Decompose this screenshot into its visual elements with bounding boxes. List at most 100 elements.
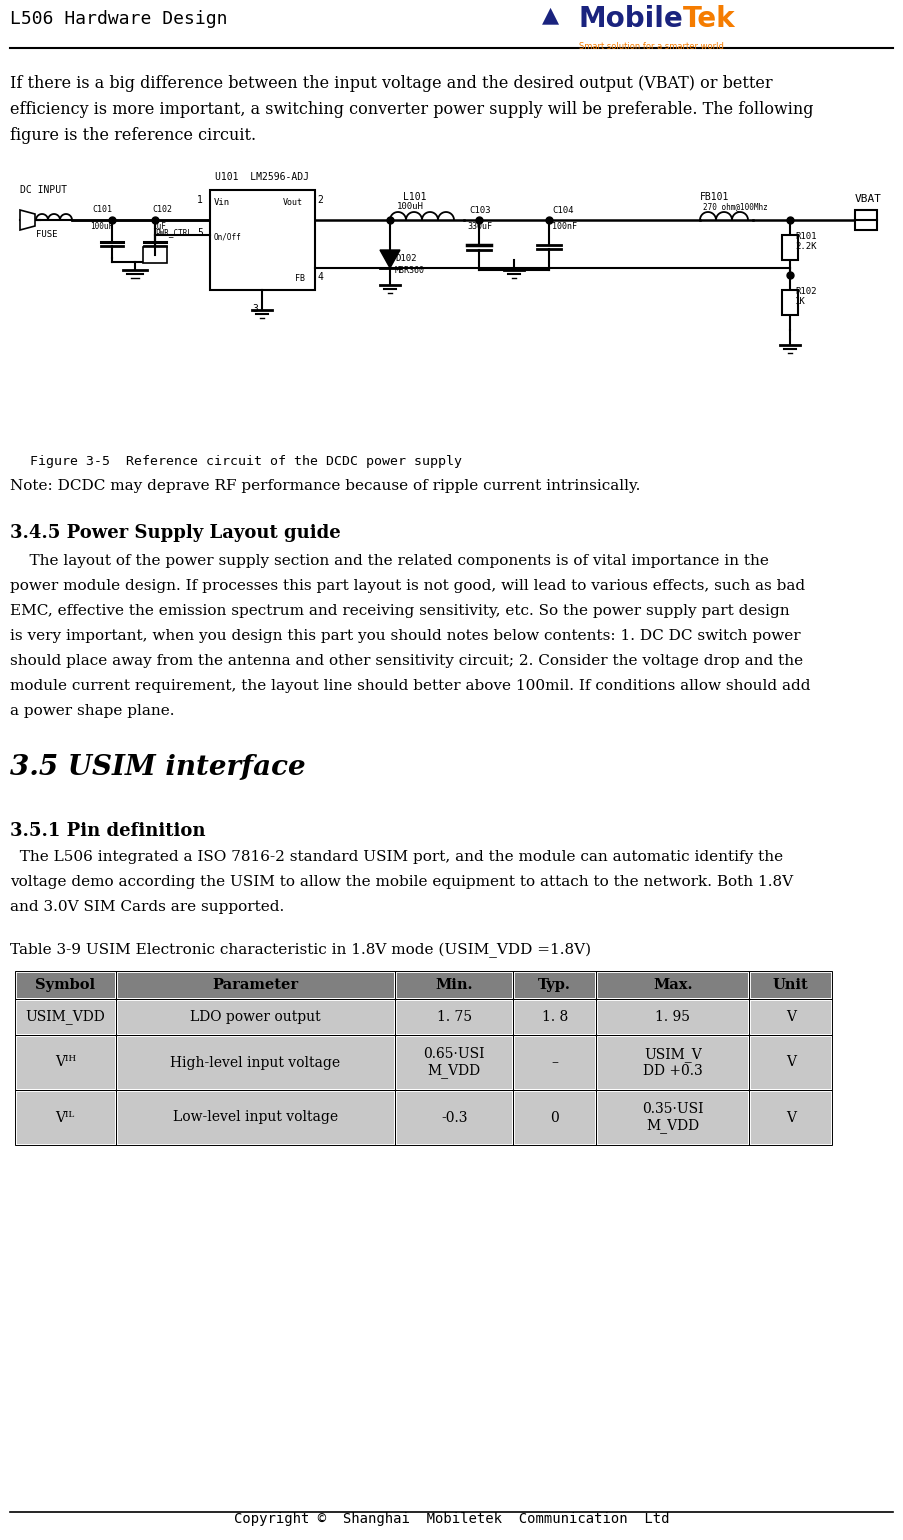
Bar: [781, 290, 797, 316]
Text: and 3.0V SIM Cards are supported.: and 3.0V SIM Cards are supported.: [10, 899, 284, 915]
Text: 0.65·USI
M_VDD: 0.65·USI M_VDD: [423, 1047, 484, 1078]
Bar: [513, 999, 596, 1035]
Text: L506 Hardware Design: L506 Hardware Design: [10, 9, 228, 28]
Text: If there is a big difference between the input voltage and the desired output (V: If there is a big difference between the…: [10, 75, 772, 92]
Bar: [116, 999, 395, 1035]
Text: 2: 2: [317, 196, 322, 205]
Text: Vin: Vin: [214, 199, 230, 206]
Text: should place away from the antenna and other sensitivity circuit; 2. Consider th: should place away from the antenna and o…: [10, 654, 802, 668]
Text: FB: FB: [294, 274, 304, 283]
Bar: [116, 972, 395, 999]
Bar: [596, 1035, 749, 1090]
Text: efficiency is more important, a switching converter power supply will be prefera: efficiency is more important, a switchin…: [10, 102, 813, 119]
Text: 3.5.1 Pin definition: 3.5.1 Pin definition: [10, 822, 205, 839]
Text: The layout of the power supply section and the related components is of vital im: The layout of the power supply section a…: [10, 554, 768, 568]
Bar: [116, 999, 395, 1035]
Text: Smart solution for a smarter world: Smart solution for a smarter world: [578, 42, 722, 51]
Text: V: V: [785, 1010, 795, 1024]
Bar: [513, 999, 596, 1035]
Bar: [513, 1035, 596, 1090]
Bar: [781, 236, 797, 260]
Text: 1K: 1K: [794, 297, 805, 306]
Bar: [116, 1035, 395, 1090]
Text: module current requirement, the layout line should better above 100mil. If condi: module current requirement, the layout l…: [10, 679, 810, 693]
Bar: [395, 972, 513, 999]
Bar: [116, 1035, 395, 1090]
Bar: [15, 1035, 116, 1090]
Text: –: –: [551, 1055, 557, 1069]
Bar: [15, 999, 116, 1035]
Text: C104: C104: [552, 206, 573, 216]
Text: 270 ohm@100Mhz: 270 ohm@100Mhz: [703, 202, 767, 211]
Text: Unit: Unit: [772, 978, 807, 992]
Text: 330uF: 330uF: [467, 222, 491, 231]
Text: Figure 3‑5  Reference circuit of the DCDC power supply: Figure 3‑5 Reference circuit of the DCDC…: [30, 454, 461, 468]
Bar: [143, 246, 167, 263]
Text: Min.: Min.: [435, 978, 472, 992]
Bar: [395, 1035, 513, 1090]
Text: 1. 8: 1. 8: [541, 1010, 567, 1024]
Bar: [749, 1090, 832, 1146]
Text: LDO power output: LDO power output: [190, 1010, 321, 1024]
Text: Typ.: Typ.: [537, 978, 571, 992]
Bar: [513, 1090, 596, 1146]
Bar: [395, 999, 513, 1035]
Text: 3: 3: [252, 303, 257, 314]
Bar: [596, 1090, 749, 1146]
Bar: [749, 972, 832, 999]
Text: U101  LM2596-ADJ: U101 LM2596-ADJ: [215, 172, 309, 182]
Bar: [513, 972, 596, 999]
Text: -0.3: -0.3: [441, 1110, 467, 1124]
Text: C102: C102: [152, 205, 172, 214]
Text: Vᴵᴴ: Vᴵᴴ: [55, 1055, 76, 1069]
Bar: [209, 189, 314, 290]
Text: VBAT: VBAT: [854, 194, 881, 203]
Text: PWR_CTRL: PWR_CTRL: [154, 228, 191, 237]
Text: Tek: Tek: [682, 5, 734, 32]
Bar: [854, 209, 876, 229]
Text: R101: R101: [794, 233, 815, 240]
Text: 100nF: 100nF: [552, 222, 576, 231]
Bar: [116, 972, 395, 999]
Text: 1uF: 1uF: [152, 222, 165, 231]
Text: 0.35·USI
M_VDD: 0.35·USI M_VDD: [641, 1103, 703, 1133]
Bar: [596, 999, 749, 1035]
Text: a power shape plane.: a power shape plane.: [10, 704, 174, 718]
Text: USIM_V
DD +0.3: USIM_V DD +0.3: [642, 1047, 702, 1078]
Bar: [395, 1090, 513, 1146]
Bar: [395, 972, 513, 999]
Text: USIM_VDD: USIM_VDD: [25, 1010, 105, 1024]
Text: Parameter: Parameter: [212, 978, 298, 992]
Bar: [749, 1090, 832, 1146]
Text: Low-level input voltage: Low-level input voltage: [172, 1110, 338, 1124]
Text: 2.2K: 2.2K: [794, 242, 815, 251]
Text: Note: DCDC may deprave RF performance because of ripple current intrinsically.: Note: DCDC may deprave RF performance be…: [10, 479, 639, 493]
Text: 1. 95: 1. 95: [655, 1010, 689, 1024]
Text: High-level input voltage: High-level input voltage: [170, 1055, 340, 1069]
Bar: [596, 1035, 749, 1090]
Bar: [116, 1090, 395, 1146]
Text: On/Off: On/Off: [214, 233, 241, 240]
Text: Vᴵᴸ: Vᴵᴸ: [56, 1110, 75, 1124]
Bar: [596, 972, 749, 999]
Text: 0: 0: [550, 1110, 558, 1124]
Bar: [15, 1035, 116, 1090]
Text: power module design. If processes this part layout is not good, will lead to var: power module design. If processes this p…: [10, 579, 805, 593]
Text: MBR360: MBR360: [395, 266, 424, 276]
Bar: [15, 1090, 116, 1146]
Text: FB101: FB101: [700, 192, 729, 202]
Text: figure is the reference circuit.: figure is the reference circuit.: [10, 126, 256, 145]
Text: Mobile: Mobile: [578, 5, 683, 32]
Text: is very important, when you design this part you should notes below contents: 1.: is very important, when you design this …: [10, 628, 800, 644]
Text: L101: L101: [403, 192, 426, 202]
Polygon shape: [20, 209, 35, 229]
Text: C103: C103: [469, 206, 490, 216]
Bar: [395, 999, 513, 1035]
Bar: [596, 999, 749, 1035]
Polygon shape: [379, 249, 399, 268]
Text: D102: D102: [395, 254, 416, 263]
Text: 1. 75: 1. 75: [436, 1010, 471, 1024]
Bar: [513, 1035, 596, 1090]
Text: Copyright ©  Shanghai  Mobiletek  Communication  Ltd: Copyright © Shanghai Mobiletek Communica…: [234, 1512, 669, 1526]
Text: voltage demo according the USIM to allow the mobile equipment to attach to the n: voltage demo according the USIM to allow…: [10, 875, 792, 889]
